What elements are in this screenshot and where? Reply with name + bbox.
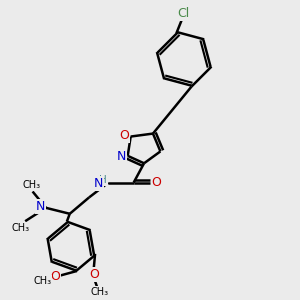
Text: H: H [99, 175, 107, 185]
Text: O: O [50, 270, 60, 283]
Text: CH₃: CH₃ [91, 287, 109, 297]
Text: Cl: Cl [178, 7, 190, 20]
Text: N: N [116, 150, 126, 163]
Text: CH₃: CH₃ [33, 276, 51, 286]
Text: CH₃: CH₃ [22, 180, 40, 190]
Text: N: N [36, 200, 45, 214]
Text: O: O [119, 129, 129, 142]
Text: N: N [94, 177, 103, 190]
Text: O: O [90, 268, 100, 281]
Text: CH₃: CH₃ [12, 223, 30, 233]
Text: O: O [152, 176, 161, 189]
